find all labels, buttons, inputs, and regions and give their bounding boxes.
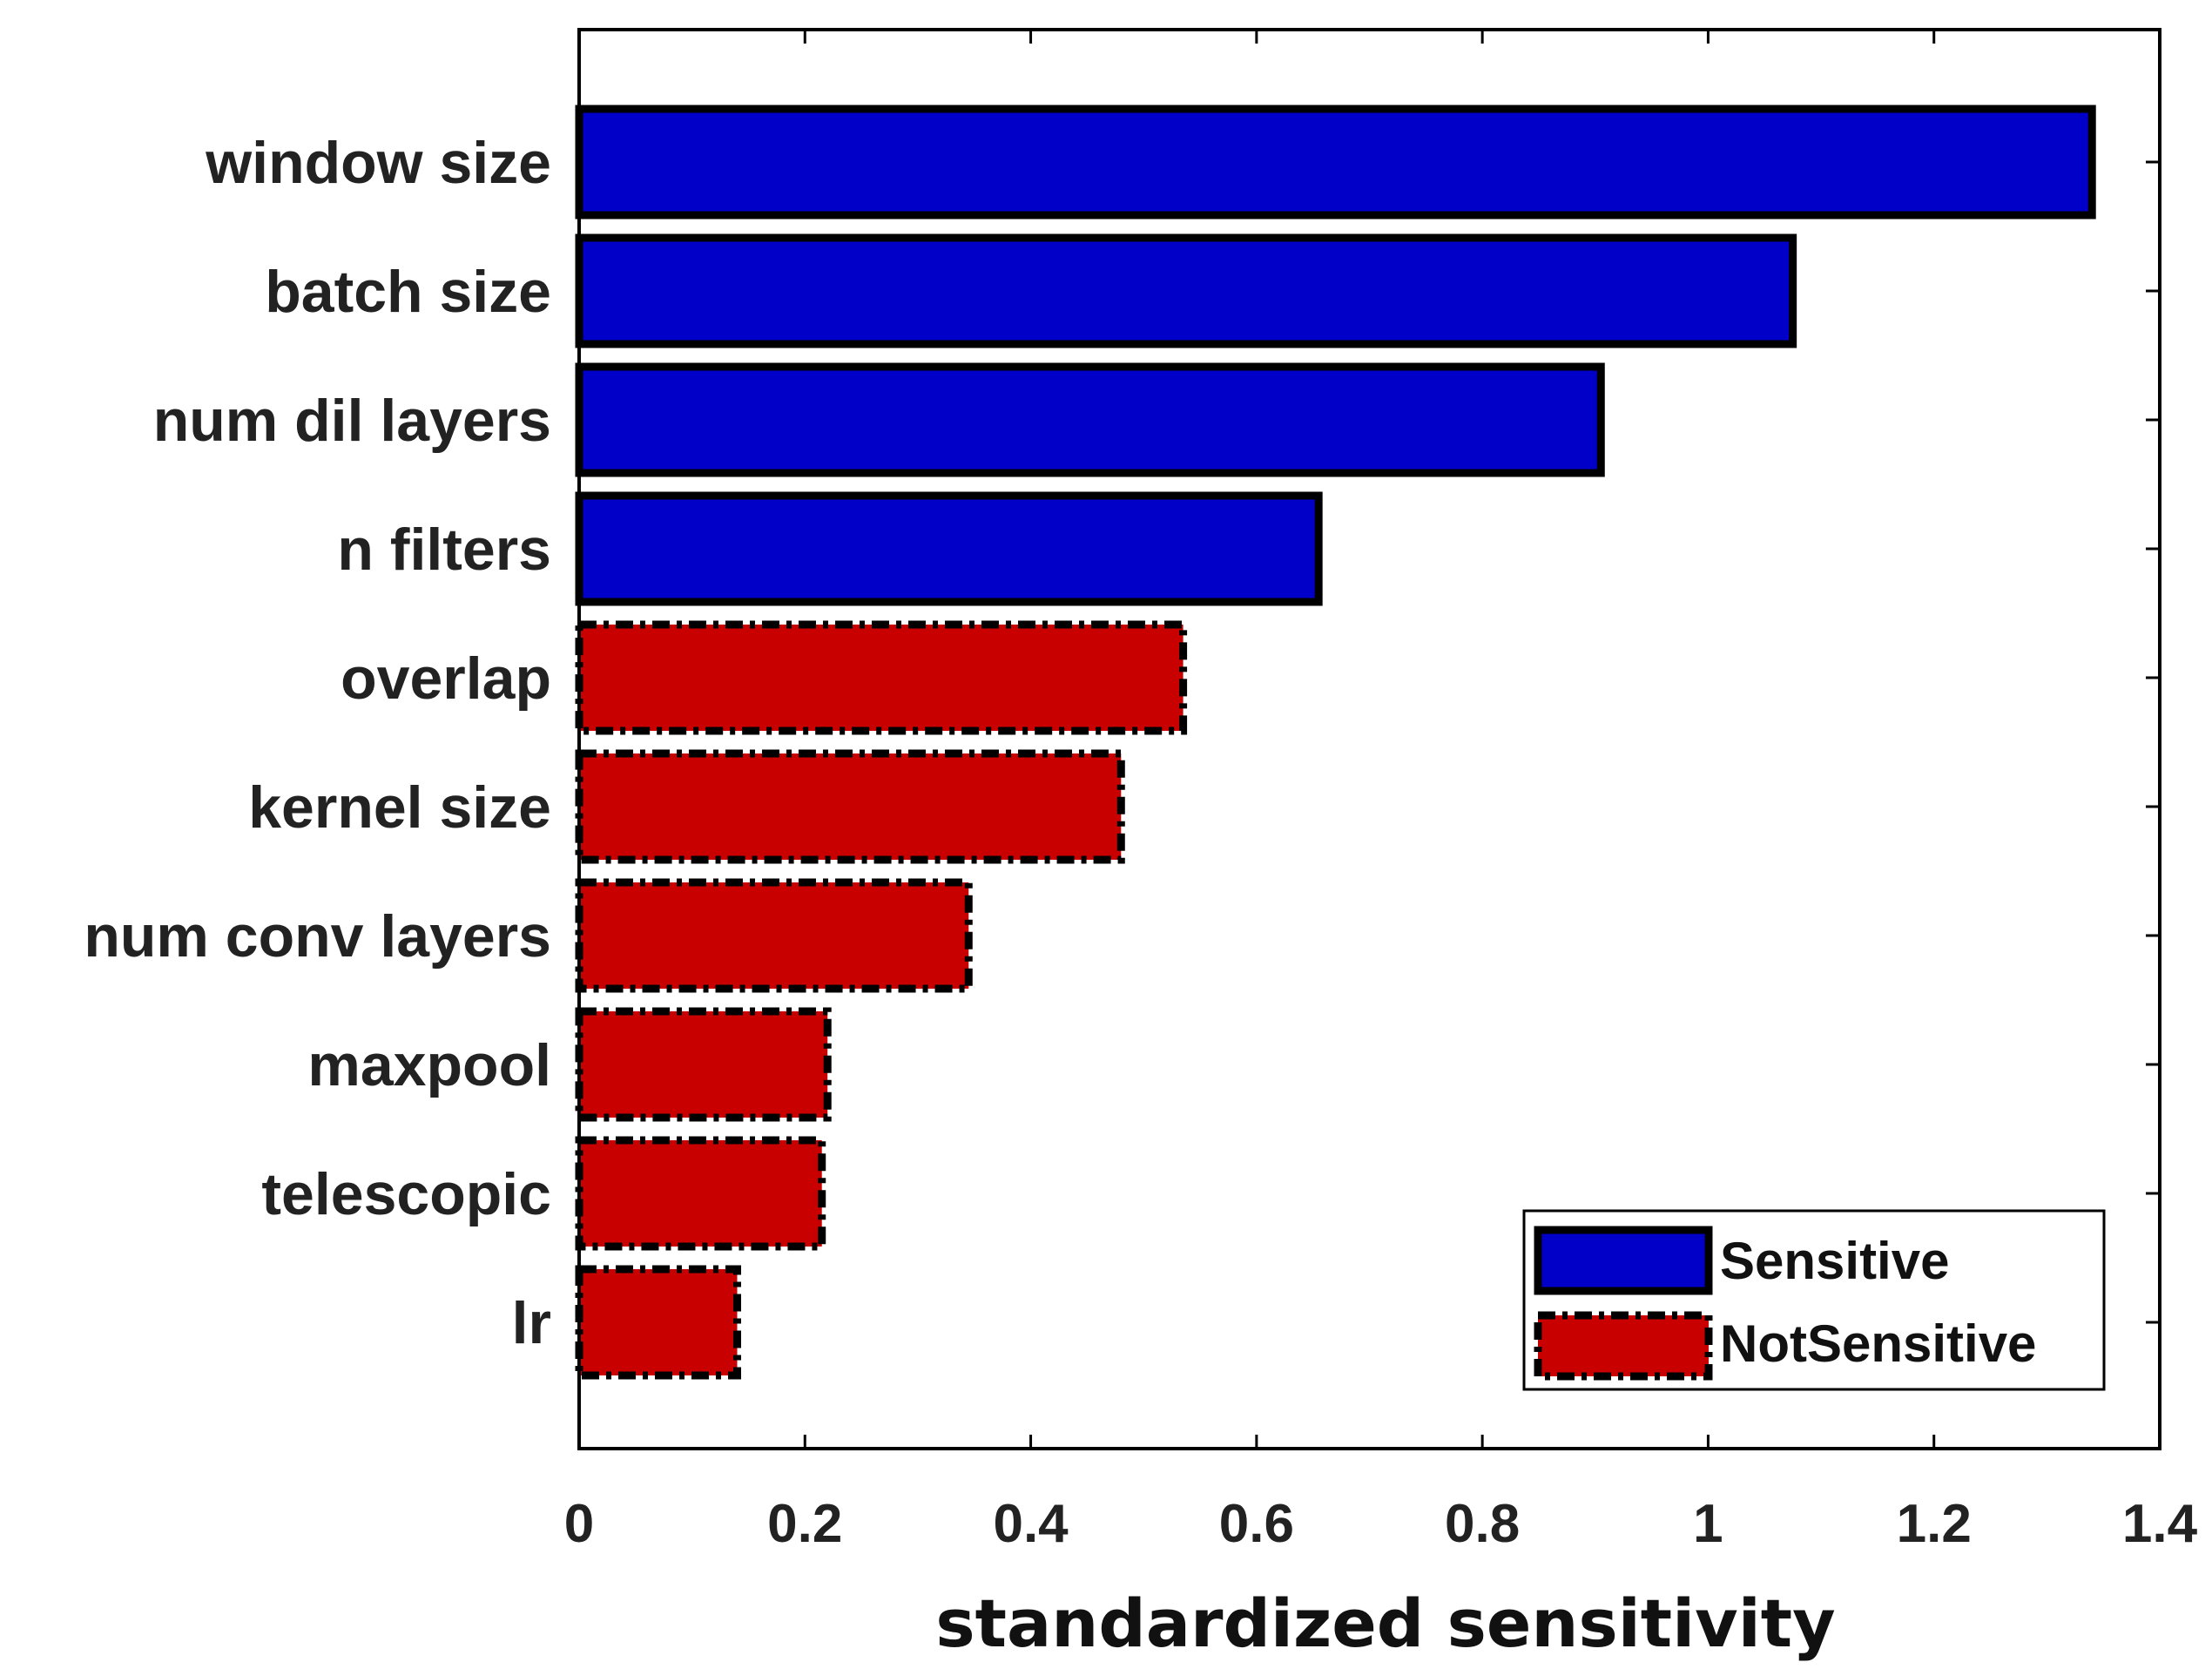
- bar-n-filters: [575, 491, 1323, 606]
- category-label: maxpool: [307, 1032, 551, 1098]
- bar-maxpool: [575, 1007, 832, 1122]
- bar-num-conv-layers: [575, 878, 973, 993]
- category-label: overlap: [341, 645, 551, 712]
- x-tick-label: 0.6: [1219, 1494, 1294, 1554]
- category-label: telescopic: [261, 1161, 551, 1227]
- category-labels-group: window size batch size num dil layers n fil…: [84, 130, 551, 1356]
- category-label: window size: [205, 130, 551, 196]
- legend-label-sensitive: Sensitive: [1720, 1232, 1949, 1290]
- bar-lr: [575, 1265, 741, 1380]
- category-label: kernel size: [248, 774, 551, 841]
- bar-overlap: [575, 620, 1188, 735]
- x-tick-label: 1.2: [1897, 1494, 1972, 1554]
- bars-group: [575, 105, 2096, 1380]
- bar-batch-size: [575, 233, 1797, 348]
- x-tick-label: 0: [564, 1494, 594, 1554]
- category-label: batch size: [265, 259, 551, 325]
- category-label: n filters: [337, 517, 551, 583]
- category-label: lr: [512, 1290, 551, 1356]
- x-tick-label: 1.4: [2122, 1494, 2198, 1554]
- bar-telescopic: [575, 1136, 826, 1251]
- legend-swatch-notsensitive: [1534, 1311, 1713, 1381]
- bar-window-size: [575, 105, 2096, 220]
- x-tick-label: 1: [1693, 1494, 1723, 1554]
- legend-swatch-sensitive: [1534, 1226, 1713, 1295]
- legend-label-notsensitive: NotSensitive: [1720, 1314, 2036, 1373]
- bar-kernel-size: [575, 749, 1125, 864]
- x-axis-title: standardized sensitivity: [935, 1585, 1835, 1662]
- plot-frame: [577, 28, 2161, 1450]
- category-label: num dil layers: [153, 388, 551, 454]
- x-tick-label: 0.2: [767, 1494, 842, 1554]
- bar-num-dil-layers: [575, 362, 1605, 477]
- category-label: num conv layers: [84, 903, 551, 970]
- legend: Sensitive NotSensitive: [1522, 1209, 2106, 1391]
- x-tick-label: 0.8: [1445, 1494, 1520, 1554]
- x-tick-label: 0.4: [993, 1494, 1069, 1554]
